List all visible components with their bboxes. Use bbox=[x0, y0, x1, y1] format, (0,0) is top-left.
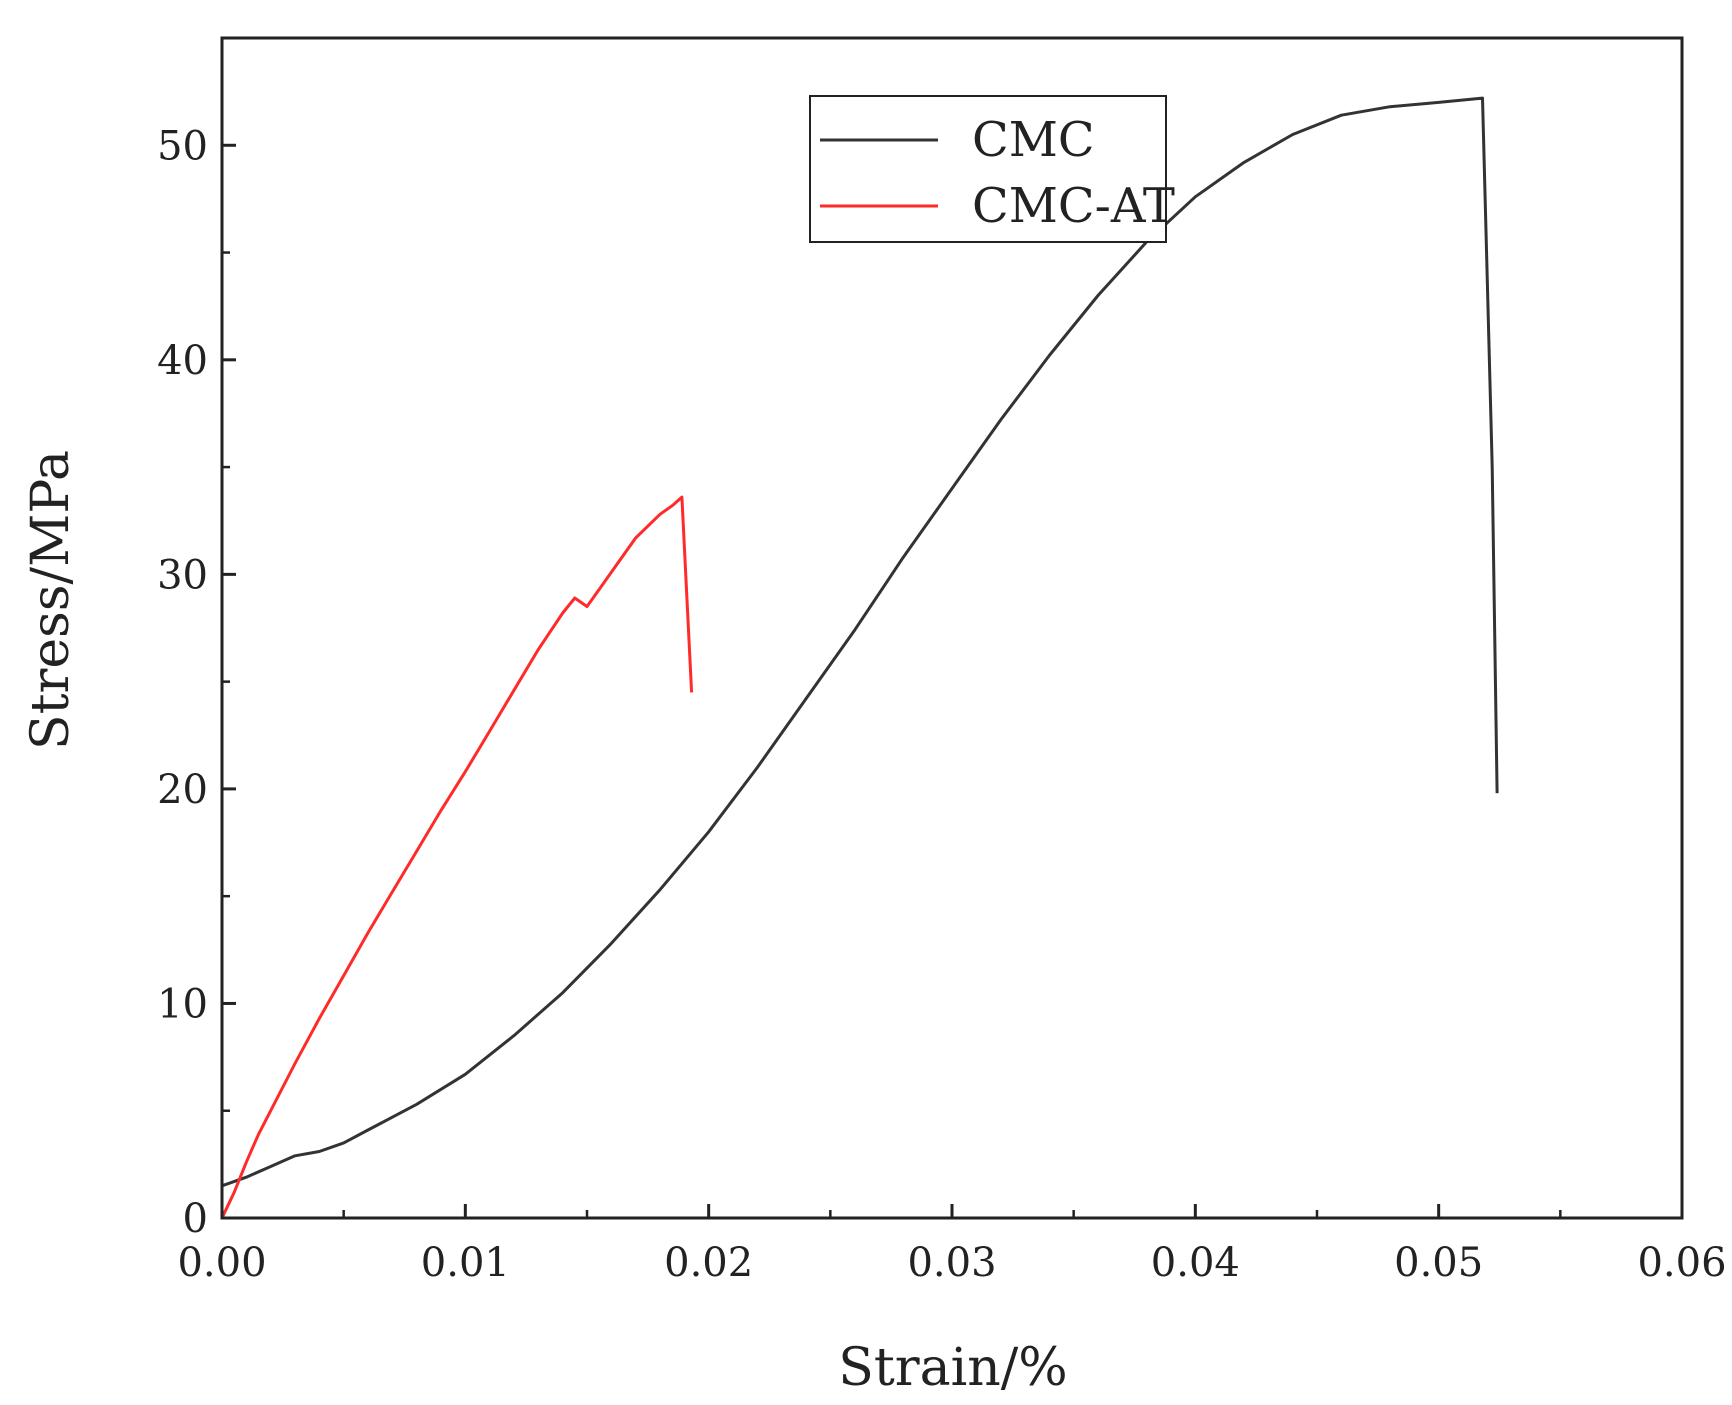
y-tick-label: 10 bbox=[157, 981, 208, 1027]
legend-label: CMC bbox=[972, 112, 1095, 168]
y-axis-label: Stress/MPa bbox=[21, 450, 81, 750]
x-tick-label: 0.00 bbox=[177, 1240, 266, 1286]
series-line-cmc-at bbox=[220, 495, 694, 1219]
series-line-cmc bbox=[221, 96, 1499, 1188]
x-tick-label: 0.04 bbox=[1151, 1240, 1240, 1286]
y-tick-label: 50 bbox=[157, 123, 208, 169]
y-tick-label: 20 bbox=[157, 767, 208, 813]
x-tick-label: 0.01 bbox=[421, 1240, 510, 1286]
ticks: 0.00 0.01 0.02 0.03 0.04 0.05 0.06 0 10 20 30 40 50 bbox=[157, 123, 1726, 1286]
x-tick-label: 0.05 bbox=[1394, 1240, 1483, 1286]
legend: CMC CMC-AT bbox=[809, 95, 1175, 243]
legend-box bbox=[809, 95, 1167, 243]
legend-label: CMC-AT bbox=[972, 178, 1175, 234]
x-axis-label: Strain/% bbox=[838, 1338, 1067, 1398]
y-tick-label: 30 bbox=[157, 552, 208, 598]
x-tick-label: 0.02 bbox=[664, 1240, 753, 1286]
x-tick-label: 0.06 bbox=[1637, 1240, 1726, 1286]
x-tick-label: 0.03 bbox=[907, 1240, 996, 1286]
series-layer bbox=[220, 96, 1499, 1219]
y-tick-label: 0 bbox=[183, 1196, 208, 1242]
y-tick-label: 40 bbox=[157, 338, 208, 384]
